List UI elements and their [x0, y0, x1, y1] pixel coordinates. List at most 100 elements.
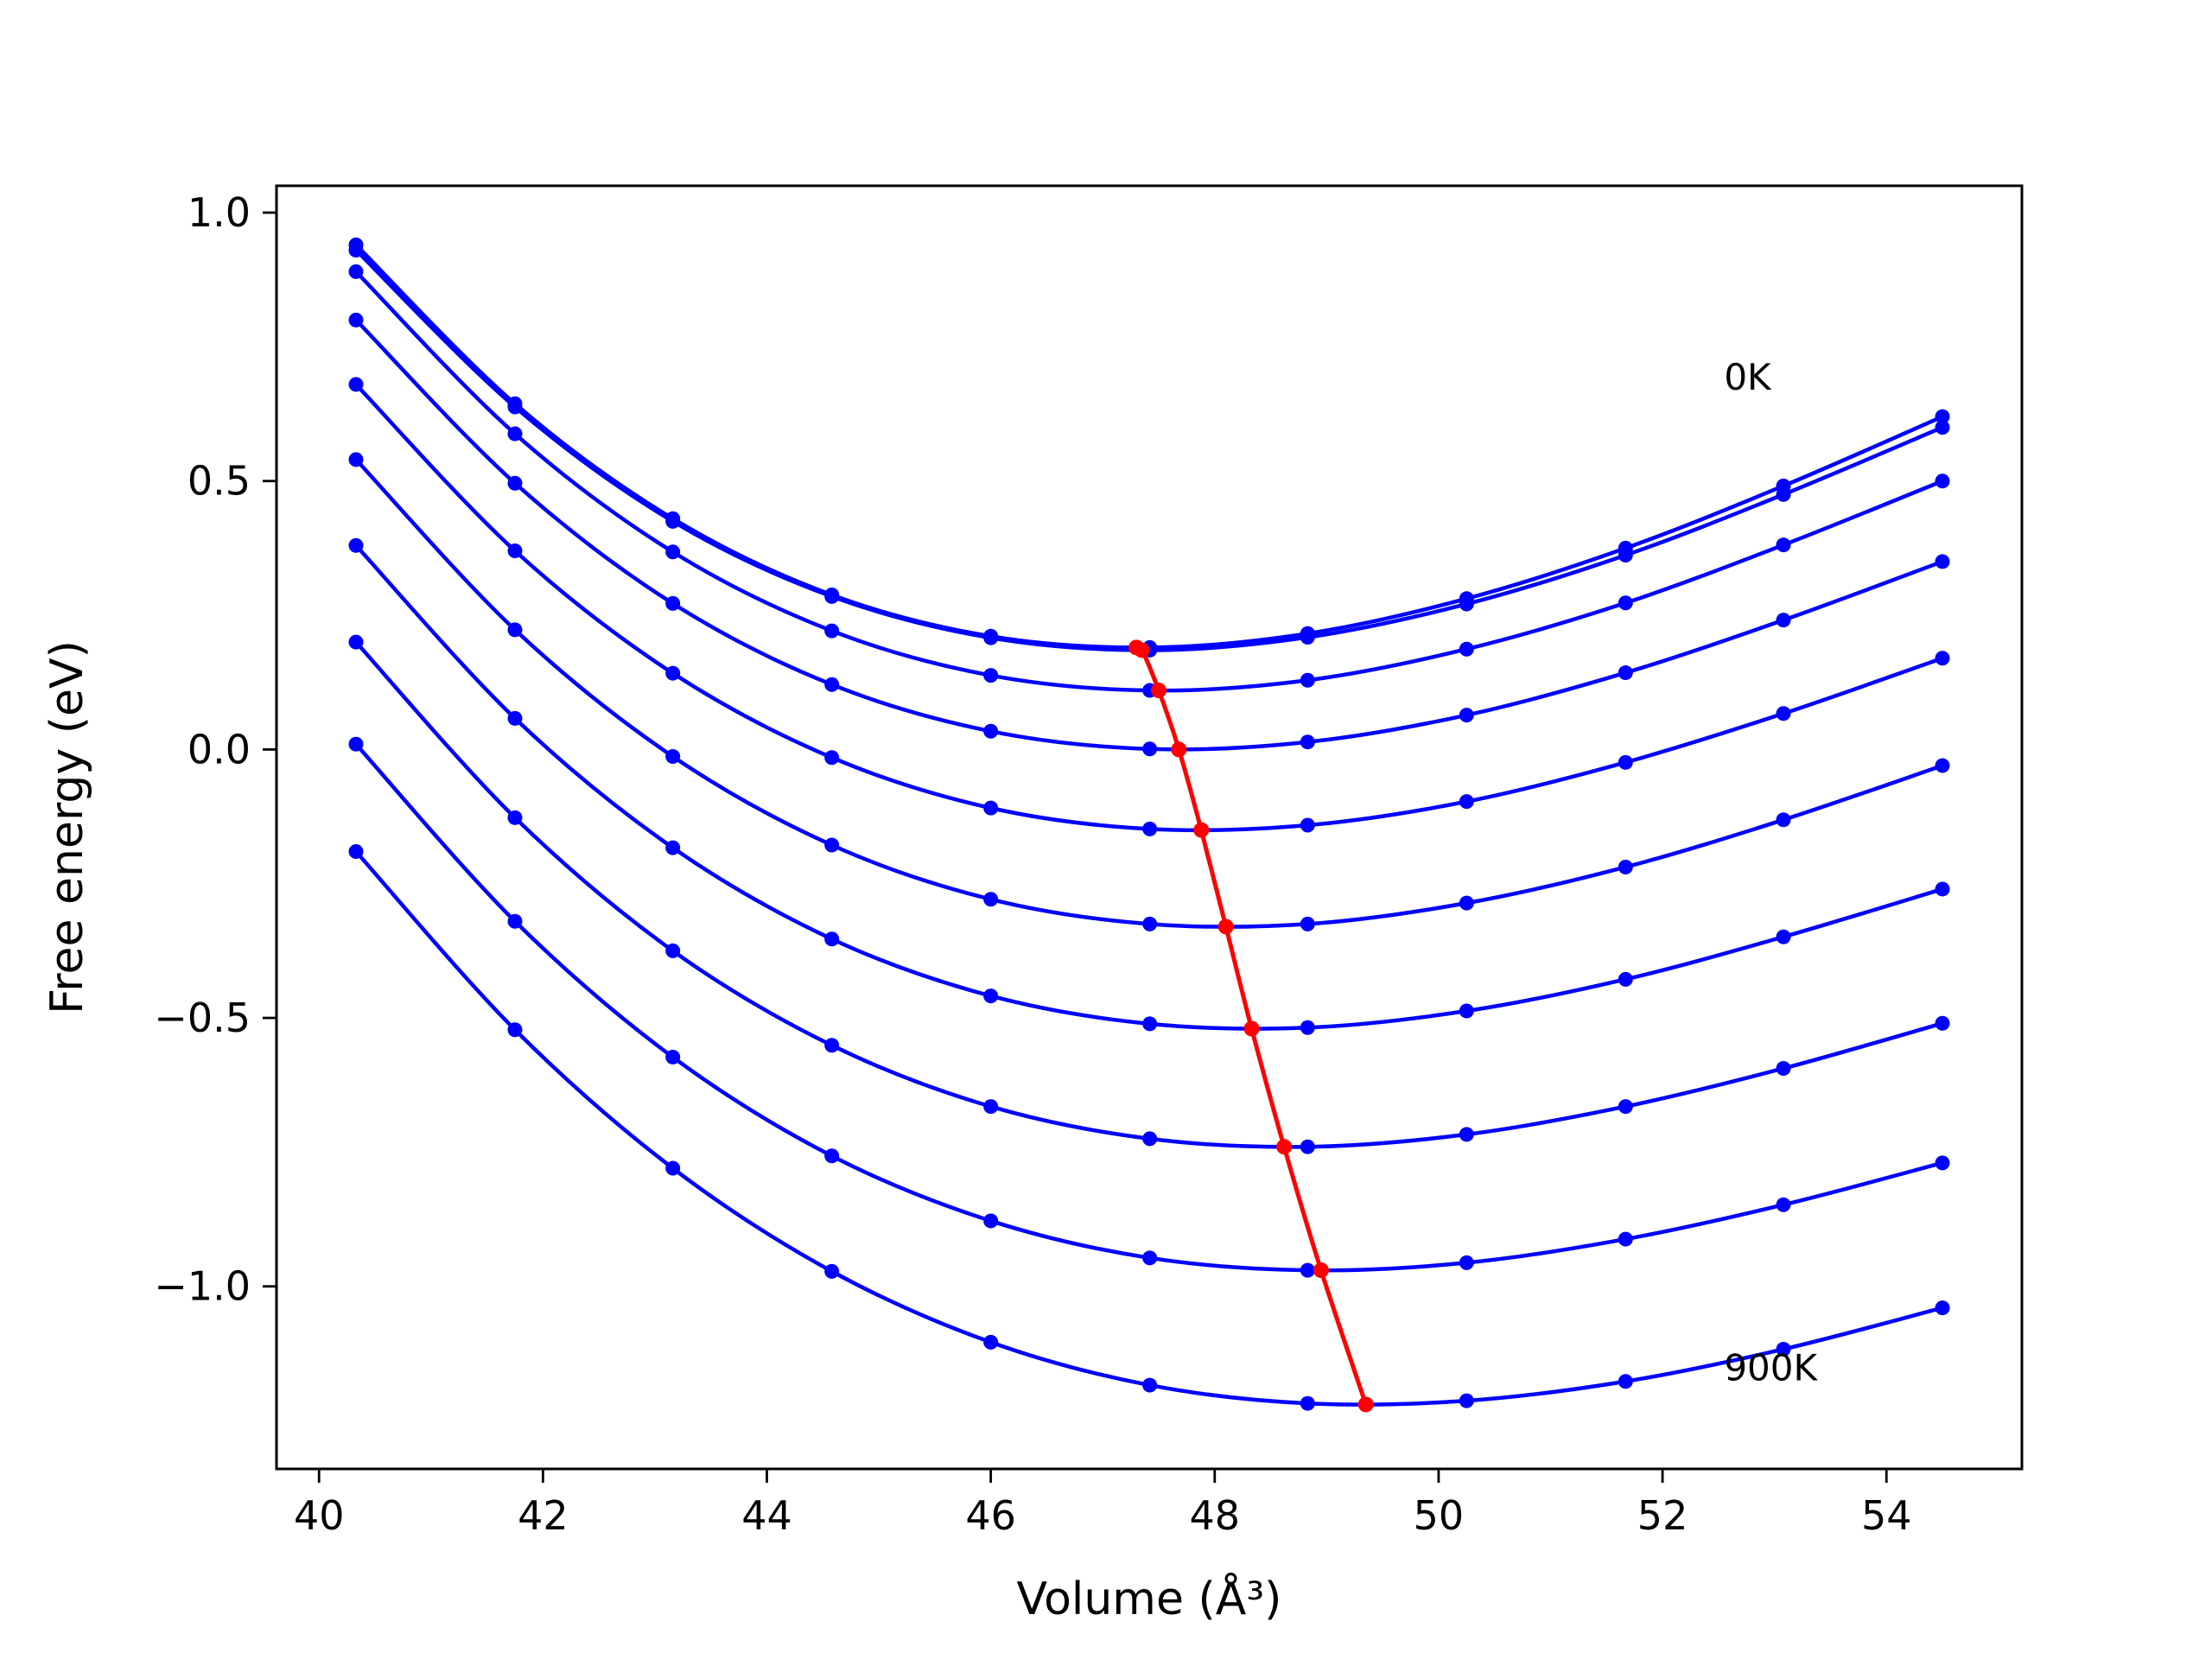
- data-point-marker: [1142, 1377, 1158, 1393]
- data-point-marker: [1459, 708, 1474, 723]
- x-tick-label: 54: [1861, 1492, 1912, 1539]
- data-point-marker: [983, 1099, 999, 1115]
- data-point-marker: [1935, 758, 1950, 773]
- y-tick-label: 1.0: [188, 189, 251, 236]
- y-tick-label: 0.0: [188, 726, 251, 772]
- equilibrium-point-marker: [1151, 683, 1167, 699]
- data-point-marker: [983, 630, 999, 645]
- data-point-marker: [665, 544, 681, 560]
- data-point-marker: [824, 1263, 840, 1279]
- x-tick-label: 48: [1190, 1492, 1241, 1539]
- data-point-marker: [1618, 665, 1633, 681]
- curve-500K: [353, 457, 1945, 929]
- data-point-marker: [665, 943, 681, 958]
- data-point-marker: [1618, 1099, 1633, 1115]
- data-point-marker: [1459, 1393, 1474, 1408]
- curve-600K: [353, 543, 1945, 1031]
- data-point-marker: [1142, 1016, 1158, 1032]
- curve-100K: [353, 248, 1945, 652]
- data-point-marker: [1459, 794, 1474, 810]
- x-tick-label: 42: [518, 1492, 569, 1539]
- data-point-marker: [1935, 1015, 1950, 1031]
- data-point-marker: [348, 736, 364, 752]
- data-point-marker: [1142, 821, 1158, 836]
- equilibrium-point-marker: [1193, 822, 1210, 838]
- curve-200K: [353, 270, 1945, 693]
- data-point-marker: [1935, 409, 1950, 424]
- data-point-marker: [1459, 1127, 1474, 1142]
- data-point-marker: [1935, 651, 1950, 666]
- data-point-marker: [824, 623, 840, 639]
- curve-400K: [353, 382, 1945, 833]
- data-point-marker: [665, 513, 681, 529]
- equilibrium-point-marker: [1357, 1396, 1374, 1413]
- data-point-marker: [507, 810, 523, 825]
- data-point-marker: [824, 1038, 840, 1053]
- equilibrium-volume-path: [1128, 639, 1374, 1413]
- data-point-marker: [1459, 895, 1474, 911]
- curve-900K: [353, 849, 1945, 1407]
- data-point-marker: [1776, 929, 1791, 944]
- data-point-marker: [348, 312, 364, 327]
- data-point-marker: [1776, 1197, 1791, 1212]
- data-point-marker: [1300, 630, 1315, 645]
- annotation-900K: 900K: [1724, 1346, 1818, 1389]
- data-point-marker: [665, 748, 681, 764]
- data-point-marker: [1142, 741, 1158, 757]
- x-tick-label: 46: [965, 1492, 1016, 1539]
- data-point-marker: [1300, 734, 1315, 750]
- x-tick-label: 44: [741, 1492, 792, 1539]
- data-point-marker: [1300, 672, 1315, 688]
- data-point-marker: [824, 677, 840, 692]
- data-point-marker: [665, 595, 681, 611]
- data-point-marker: [983, 1334, 999, 1350]
- data-point-marker: [1300, 817, 1315, 833]
- data-point-marker: [507, 426, 523, 442]
- data-point-marker: [1142, 1131, 1158, 1147]
- data-point-marker: [1776, 613, 1791, 628]
- markers-500K: [348, 452, 1950, 931]
- data-point-marker: [1300, 916, 1315, 931]
- data-point-marker: [1142, 916, 1158, 931]
- data-point-marker: [348, 243, 364, 258]
- markers-900K: [348, 843, 1950, 1411]
- data-point-marker: [1142, 1250, 1158, 1266]
- data-point-marker: [1300, 1395, 1315, 1411]
- free-energy-curves: [348, 237, 1950, 1411]
- data-point-marker: [824, 750, 840, 766]
- data-point-marker: [507, 475, 523, 491]
- data-point-marker: [1618, 971, 1633, 987]
- data-point-marker: [983, 988, 999, 1004]
- x-tick-label: 50: [1414, 1492, 1465, 1539]
- data-point-marker: [1618, 754, 1633, 770]
- data-point-marker: [1618, 595, 1633, 611]
- data-point-marker: [348, 452, 364, 467]
- markers-600K: [348, 537, 1950, 1035]
- markers-400K: [348, 377, 1950, 836]
- curve-0K: [353, 243, 1945, 650]
- data-point-marker: [1935, 474, 1950, 489]
- y-tick-label: −1.0: [154, 1263, 251, 1310]
- markers-0K: [348, 237, 1950, 655]
- data-point-marker: [348, 843, 364, 859]
- curve-800K: [353, 741, 1945, 1273]
- y-tick-label: 0.5: [188, 458, 251, 505]
- data-point-marker: [983, 892, 999, 907]
- markers-700K: [348, 634, 1950, 1154]
- temperature-annotations: 0K 900K: [1724, 356, 1818, 1389]
- data-point-marker: [1618, 1374, 1633, 1389]
- data-point-marker: [1776, 486, 1791, 502]
- data-point-marker: [1776, 1060, 1791, 1076]
- equilibrium-point-marker: [1313, 1262, 1329, 1279]
- data-point-marker: [1459, 641, 1474, 657]
- data-point-marker: [1618, 859, 1633, 874]
- y-tick-label: −0.5: [154, 995, 251, 1041]
- equilibrium-point-marker: [1171, 741, 1187, 758]
- data-point-marker: [1935, 881, 1950, 897]
- data-point-marker: [348, 634, 364, 650]
- data-point-marker: [983, 723, 999, 739]
- x-axis-label: Volume (Å³): [1017, 1572, 1282, 1625]
- markers-800K: [348, 736, 1950, 1278]
